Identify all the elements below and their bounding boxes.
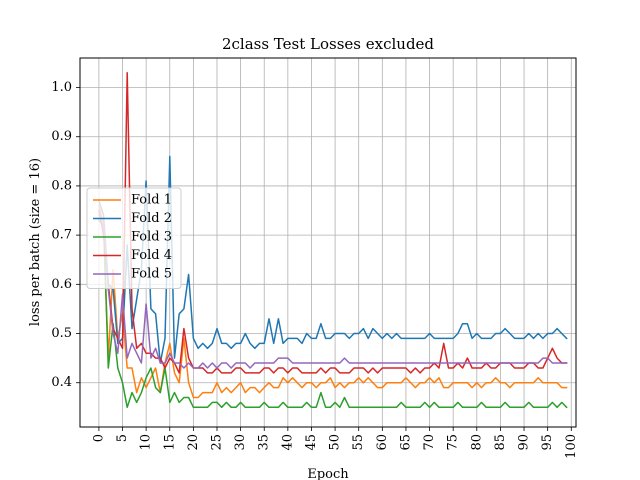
y-tick-label: 0.9	[51, 129, 72, 144]
chart-title: 2class Test Losses excluded	[222, 35, 434, 53]
x-tick-label: 0	[91, 434, 106, 442]
legend-label-fold-4: Fold 4	[131, 248, 172, 263]
legend-label-fold-2: Fold 2	[131, 211, 172, 226]
x-axis-label: Epoch	[307, 467, 349, 480]
x-tick-label: 45	[304, 434, 319, 451]
x-tick-label: 25	[209, 434, 224, 451]
y-tick-label: 0.7	[51, 228, 72, 243]
y-axis-label: loss per batch (size = 16)	[28, 158, 43, 326]
y-tick-label: 0.5	[51, 326, 72, 341]
x-tick-label: 5	[115, 434, 130, 442]
x-tick-label: 70	[422, 434, 437, 451]
y-tick-label: 1.0	[51, 80, 72, 95]
x-tick-label: 80	[469, 434, 484, 451]
x-tick-label: 10	[139, 434, 154, 451]
legend: Fold 1 Fold 2 Fold 3 Fold 4 Fold 5	[86, 187, 182, 289]
series-line-fold-4	[98, 72, 568, 374]
x-tick-label: 60	[375, 434, 390, 451]
x-tick-label: 90	[517, 434, 532, 451]
legend-label-fold-3: Fold 3	[131, 230, 172, 245]
x-tick-label: 85	[493, 434, 508, 451]
grid-lines	[80, 58, 576, 427]
x-tick-label: 50	[328, 434, 343, 451]
x-tick-label: 20	[186, 434, 201, 451]
x-tick-label: 100	[564, 434, 579, 459]
x-tick-label: 15	[162, 434, 177, 451]
x-tick-label: 75	[446, 434, 461, 451]
legend-label-fold-1: Fold 1	[131, 193, 172, 208]
x-tick-label: 95	[540, 434, 555, 451]
series-line-fold-5	[97, 214, 568, 369]
y-tick-label: 0.8	[51, 178, 72, 193]
y-tick-label: 0.4	[51, 375, 72, 390]
series-line-fold-2	[97, 155, 568, 364]
x-tick-label: 40	[280, 434, 295, 451]
plot-frame	[79, 57, 577, 428]
x-tick-label: 35	[257, 434, 272, 451]
y-tick-label: 0.6	[51, 277, 72, 292]
series-lines	[97, 72, 568, 409]
series-line-fold-1	[97, 204, 568, 399]
x-tick-label: 30	[233, 434, 248, 451]
y-axis: 0.4 0.5 0.6 0.7 0.8 0.9 1.0	[51, 80, 80, 390]
x-tick-label: 65	[398, 434, 413, 451]
series-line-fold-3	[97, 219, 568, 409]
x-tick-label: 55	[351, 434, 366, 451]
legend-label-fold-5: Fold 5	[131, 267, 172, 282]
legend-box	[86, 187, 182, 289]
x-axis: 0 5 10 15 20 25 30 35 40 45 50 55 60 65 70 75 80 85 90 95 10…	[91, 427, 579, 459]
